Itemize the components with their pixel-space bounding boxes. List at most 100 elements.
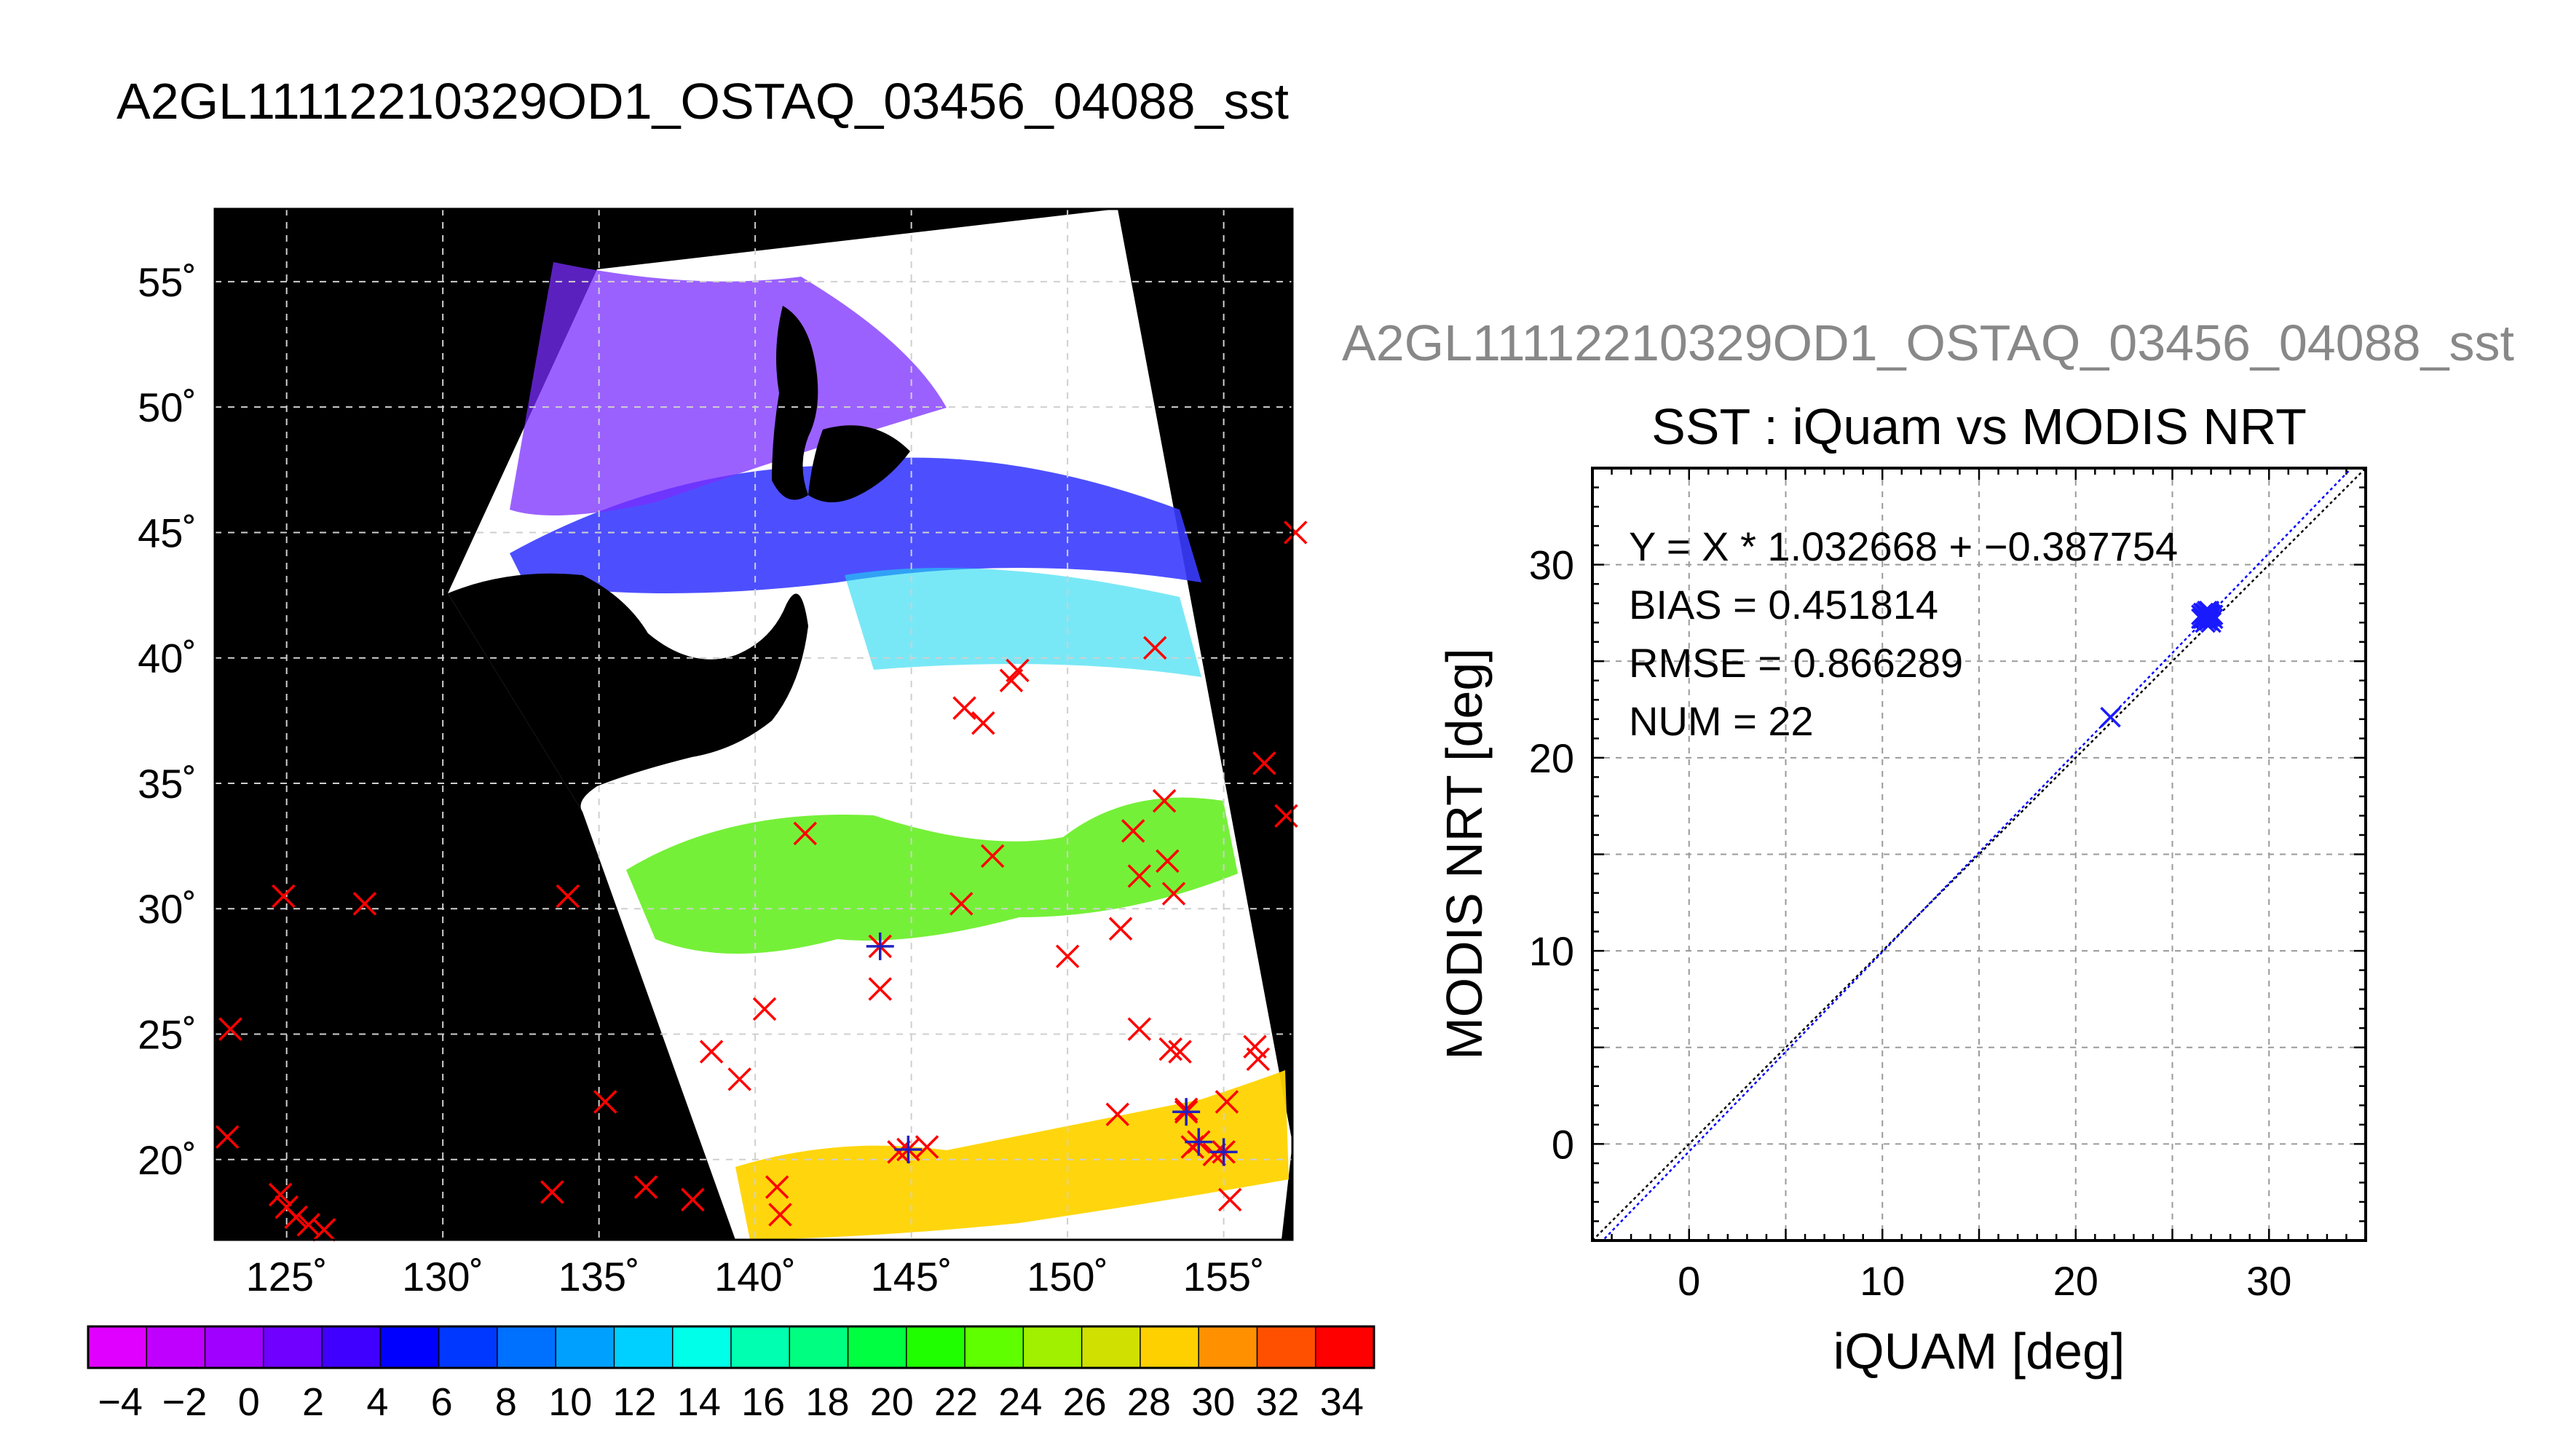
map-marker-matchup — [1172, 1098, 1201, 1126]
colorbar-cell — [672, 1326, 732, 1368]
lon-tick-label: 125˚ — [246, 1254, 328, 1299]
land-sakhalin — [772, 306, 818, 500]
y-tick-label: 20 — [1529, 735, 1574, 781]
colorbar-cell — [1257, 1326, 1316, 1368]
page-title: A2GL11112210329OD1_OSTAQ_03456_04088_sst — [117, 73, 1289, 130]
map-marker-red-x — [1161, 882, 1186, 906]
sst-band-coldest — [510, 262, 947, 515]
map-marker-matchup — [866, 932, 894, 960]
map-marker-red-x — [1246, 1047, 1271, 1072]
colorbar-cell — [263, 1326, 323, 1368]
colorbar-tick-label: 20 — [870, 1380, 914, 1424]
colorbar-cells — [88, 1326, 1375, 1368]
sst-map: 55˚ 50˚ 45˚ 40˚ 35˚ 30˚ 25˚ 20˚ 125˚ 130˚ 135˚ 140… — [138, 207, 1308, 1299]
colorbar-tick-label: 0 — [238, 1380, 260, 1424]
one-to-one-line — [1592, 468, 2366, 1241]
colorbar-cell — [1023, 1326, 1083, 1368]
x-tick-label: 0 — [1678, 1258, 1700, 1304]
map-marker-red-x — [980, 844, 1005, 869]
y-tick-label: 0 — [1552, 1121, 1574, 1167]
plot-frame — [1591, 467, 2367, 1242]
map-marker-red-x — [1156, 849, 1180, 874]
map-marker-red-x — [284, 1205, 308, 1230]
map-marker-red-x — [952, 696, 976, 720]
colorbar-labels: −4 −2 0 2 4 6 8 10 12 14 16 18 20 22 24 26 28 30 32 34 — [98, 1380, 1364, 1424]
map-marker-red-x — [1127, 1017, 1152, 1041]
colorbar-cell — [1315, 1326, 1375, 1368]
colorbar-cell — [556, 1326, 615, 1368]
scatter-tick-labels: 0 10 20 30 0 10 20 30 — [1529, 542, 2292, 1304]
rmse-value: RMSE = 0.866289 — [1629, 640, 1963, 686]
map-marker-red-x — [1158, 1037, 1182, 1061]
map-marker-red-x — [727, 1067, 751, 1091]
colorbar-tick-label: 6 — [431, 1380, 453, 1424]
map-marker-red-x — [352, 892, 377, 916]
map-markers — [215, 521, 1308, 1242]
lat-tick-label: 40˚ — [138, 636, 197, 681]
lat-tick-label: 45˚ — [138, 510, 197, 555]
map-marker-red-x — [1252, 751, 1276, 775]
map-marker-red-x — [312, 1217, 336, 1242]
lon-tick-label: 135˚ — [558, 1254, 640, 1299]
colorbar-tick-label: 26 — [1063, 1380, 1107, 1424]
map-marker-red-x — [556, 884, 580, 909]
colorbar-tick-label: 4 — [366, 1380, 388, 1424]
colorbar-tick-label: 8 — [495, 1380, 517, 1424]
lat-tick-label: 55˚ — [138, 259, 197, 305]
colorbar-tick-label: −2 — [162, 1380, 208, 1424]
colorbar-tick-label: 28 — [1127, 1380, 1171, 1424]
map-marker-red-x — [1202, 1142, 1226, 1167]
map-marker-red-x — [793, 821, 818, 846]
sst-band-warm — [626, 797, 1238, 954]
map-graticule — [215, 209, 1292, 1240]
colorbar-cell — [1198, 1326, 1257, 1368]
lat-labels: 55˚ 50˚ 45˚ 40˚ 35˚ 30˚ 25˚ 20˚ — [138, 259, 197, 1183]
colorbar-cell — [205, 1326, 264, 1368]
map-marker-red-x — [1217, 1187, 1242, 1212]
y-tick-label: 10 — [1529, 928, 1574, 974]
scatter-point — [2100, 706, 2121, 728]
colorbar-cell — [1140, 1326, 1199, 1368]
map-marker-red-x — [268, 1182, 293, 1207]
colorbar-cell — [146, 1326, 206, 1368]
colorbar-cell — [322, 1326, 381, 1368]
lat-tick-label: 30˚ — [138, 886, 197, 932]
bias-value: BIAS = 0.451814 — [1629, 582, 1938, 628]
map-marker-red-x — [218, 1017, 242, 1041]
colorbar-cell — [88, 1326, 147, 1368]
map-marker-red-x — [215, 1125, 240, 1149]
land-hokkaido — [808, 425, 910, 502]
map-marker-red-x — [949, 892, 974, 916]
lat-tick-label: 20˚ — [138, 1137, 197, 1183]
map-marker-red-x — [272, 884, 296, 909]
map-marker-red-x — [1127, 864, 1152, 888]
lon-tick-label: 155˚ — [1183, 1254, 1265, 1299]
fit-equation: Y = X * 1.032668 + −0.387754 — [1629, 523, 2178, 569]
map-marker-red-x — [699, 1040, 724, 1064]
lat-tick-label: 35˚ — [138, 761, 197, 807]
x-axis-label: iQUAM [deg] — [1833, 1323, 2125, 1380]
map-frame — [213, 207, 1294, 1241]
map-marker-red-x — [681, 1187, 705, 1212]
map-marker-red-x — [1121, 819, 1145, 843]
y-axis-label: MODIS NRT [deg] — [1436, 648, 1493, 1059]
x-tick-label: 30 — [2246, 1258, 2291, 1304]
lon-tick-label: 145˚ — [871, 1254, 952, 1299]
sst-band-hot — [735, 1070, 1289, 1240]
colorbar-tick-label: 24 — [998, 1380, 1042, 1424]
lon-tick-label: 140˚ — [714, 1254, 796, 1299]
scatter-subtitle: A2GL11112210329OD1_OSTAQ_03456_04088_sst — [1342, 314, 2514, 371]
map-marker-red-x — [1143, 636, 1167, 660]
colorbar-tick-label: 16 — [741, 1380, 785, 1424]
colorbar-tick-label: 22 — [934, 1380, 978, 1424]
map-marker-red-x — [540, 1180, 564, 1204]
x-tick-label: 20 — [2053, 1258, 2098, 1304]
stats-box: Y = X * 1.032668 + −0.387754 BIAS = 0.45… — [1629, 523, 2178, 744]
lon-tick-label: 130˚ — [402, 1254, 483, 1299]
y-tick-label: 30 — [1529, 542, 1574, 588]
land-japan-mainland — [448, 573, 808, 812]
x-tick-label: 10 — [1860, 1258, 1905, 1304]
map-marker-red-x — [1284, 521, 1308, 545]
map-marker-red-x — [1168, 1040, 1192, 1064]
